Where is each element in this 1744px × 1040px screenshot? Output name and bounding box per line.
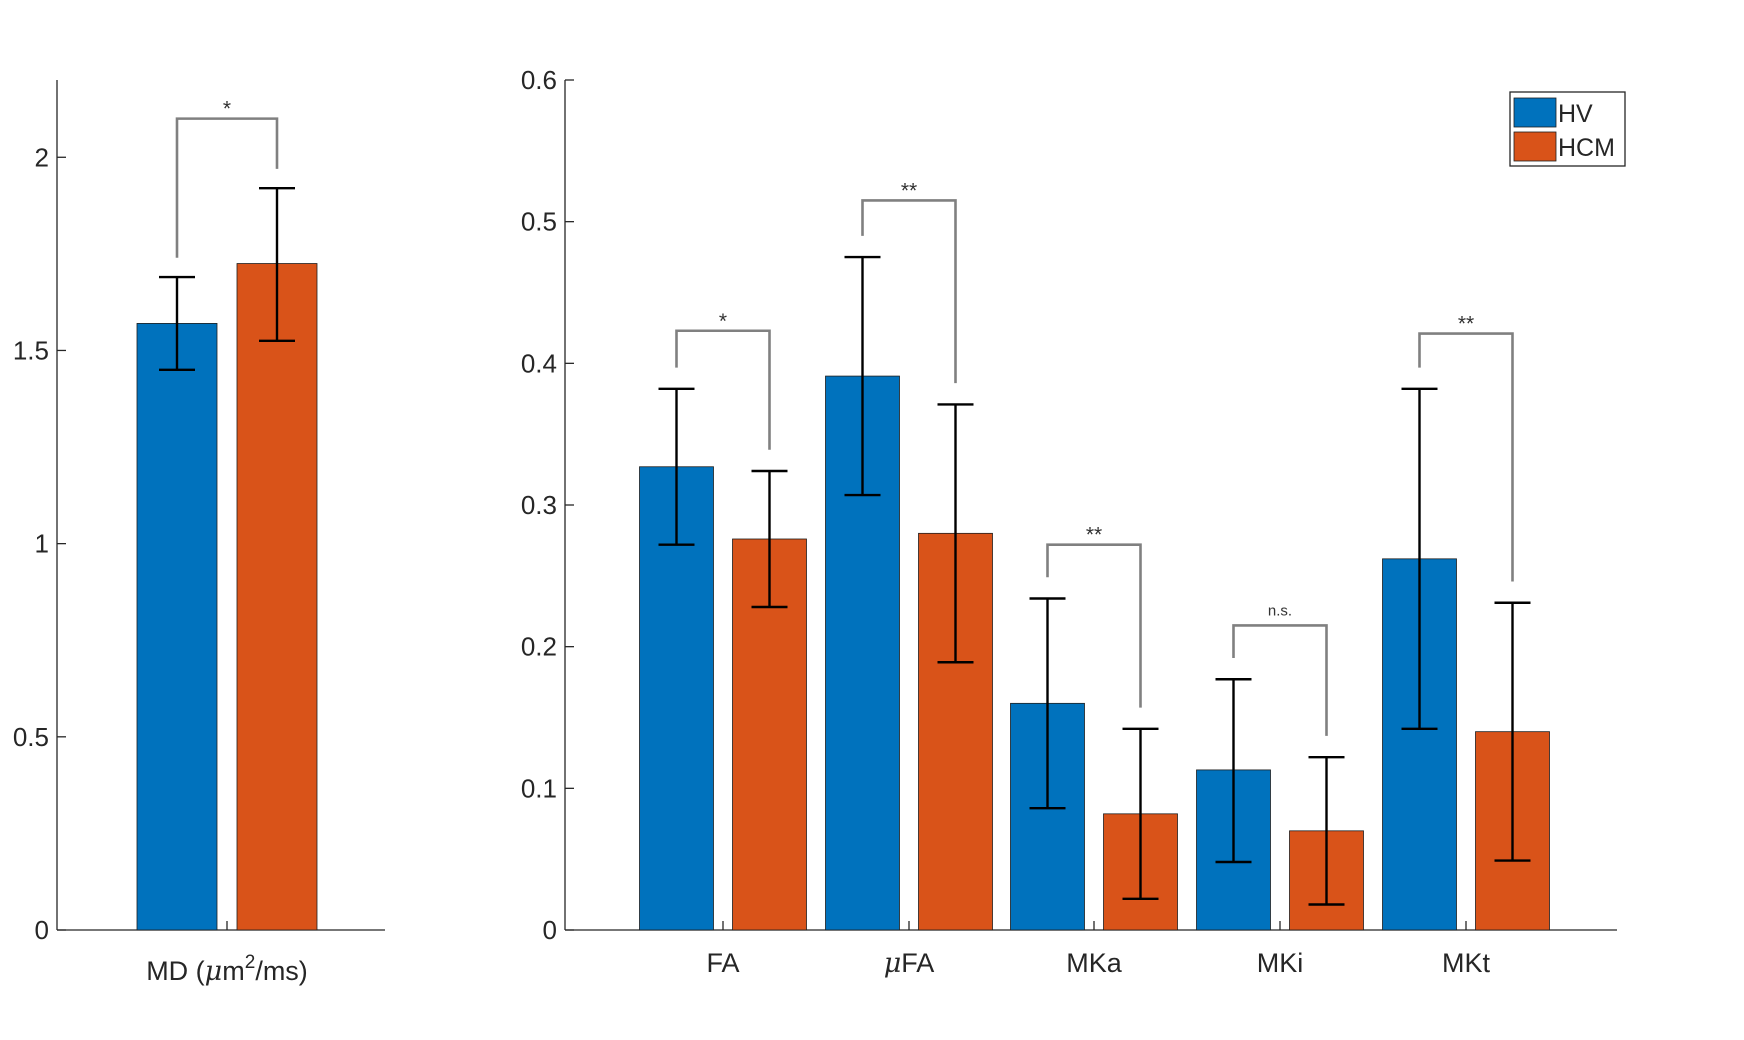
significance-label: * xyxy=(223,98,231,121)
significance-label: ** xyxy=(1086,524,1102,547)
y-tick-label: 0.4 xyxy=(521,348,557,378)
y-tick-label: 1.5 xyxy=(13,335,49,365)
bar-hcm-md-m-ms xyxy=(236,263,318,931)
x-tick-label: MKi xyxy=(1257,948,1304,978)
x-tick-label: MD (μm2/ms) xyxy=(146,952,308,987)
significance-label: ** xyxy=(1458,313,1474,336)
significance-bracket xyxy=(1418,332,1514,582)
y-tick-label: 0.5 xyxy=(13,722,49,752)
x-tick-label: MKt xyxy=(1442,948,1491,978)
y-tick-label: 2 xyxy=(35,142,49,172)
legend-swatch-hv xyxy=(1513,97,1557,128)
x-tick-label: MKa xyxy=(1066,948,1123,978)
significance-bracket xyxy=(675,329,771,450)
x-tick-label: μFA xyxy=(884,948,935,979)
legend-label-hv: HV xyxy=(1558,100,1593,128)
x-tick-label: FA xyxy=(706,948,739,978)
significance-label: ** xyxy=(901,179,917,202)
y-tick-label: 0.6 xyxy=(521,65,557,95)
significance-bracket xyxy=(1232,624,1328,736)
significance-label: * xyxy=(719,310,727,333)
legend-swatch-hcm xyxy=(1513,131,1557,162)
y-tick-label: 0 xyxy=(35,915,49,945)
y-tick-label: 0 xyxy=(543,915,557,945)
significance-bracket xyxy=(175,117,279,258)
legend-label-hcm: HCM xyxy=(1558,134,1615,162)
significance-bracket xyxy=(861,199,957,384)
y-tick-label: 0.2 xyxy=(521,632,557,662)
y-tick-label: 1 xyxy=(35,529,49,559)
diffusion-metrics-bar-chart: 00.10.20.30.40.50.6*****n.s.**FA μFA MKa MK… xyxy=(521,65,1626,979)
y-tick-label: 0.3 xyxy=(521,490,557,520)
significance-bracket xyxy=(1046,543,1142,708)
bar-hv-md-m-ms xyxy=(136,323,218,931)
significance-label: n.s. xyxy=(1268,602,1292,619)
md-bar-chart: 0 0.5 1 1.5 2 * MD (μm2/ms) xyxy=(13,80,385,987)
y-tick-label: 0.5 xyxy=(521,207,557,237)
y-tick-label: 0.1 xyxy=(521,773,557,803)
